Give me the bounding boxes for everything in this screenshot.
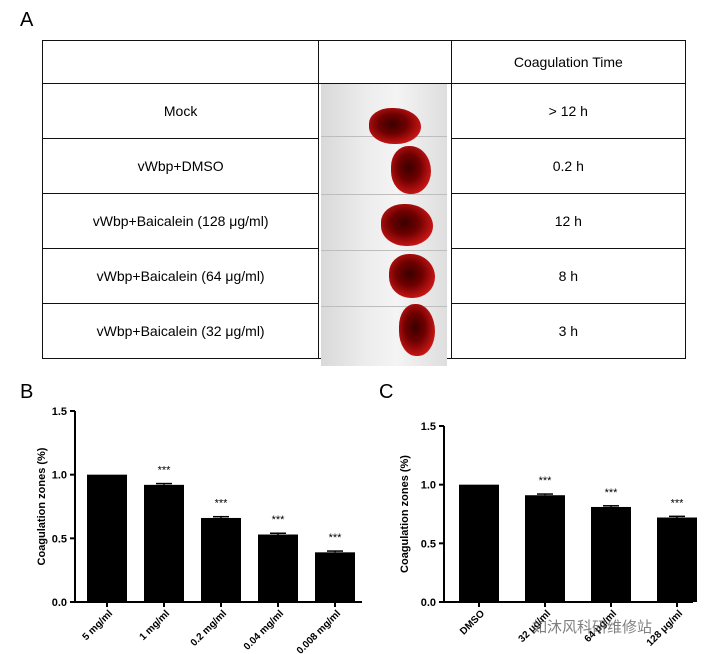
bar [315, 552, 355, 602]
condition-cell: vWbp+Baicalein (128 μg/ml) [41, 193, 320, 249]
y-tick-label: 0.5 [52, 533, 67, 545]
significance-label: *** [158, 465, 172, 477]
panel-c-letter: C [379, 381, 394, 403]
bar [525, 495, 565, 602]
y-tick-label: 1.5 [421, 421, 436, 433]
significance-label: *** [329, 532, 343, 544]
significance-label: *** [605, 487, 619, 499]
significance-label: *** [671, 497, 685, 509]
y-axis-label: Coagulation zones (%) [399, 455, 411, 573]
blood-clot-32 [399, 304, 435, 356]
blood-clot-64 [389, 254, 435, 298]
bar [201, 517, 241, 602]
tube-edge [321, 306, 447, 307]
table-header-row: Coagulation Time [41, 40, 687, 84]
chart-panel-c: 0.0 0.5 1.0 1.5 Coagulation zones (%) DMSO ***… [399, 421, 697, 649]
header-time-cell: Coagulation Time [450, 40, 687, 84]
bar [87, 474, 127, 602]
time-cell: 3 h [450, 303, 687, 359]
bar [591, 506, 631, 602]
significance-label: *** [272, 514, 286, 526]
significance-label: *** [539, 475, 553, 487]
x-tick-label: 0.008 mg/ml [295, 608, 343, 654]
bar [258, 534, 298, 602]
condition-cell: vWbp+DMSO [41, 138, 320, 194]
table-row: vWbp+Baicalein (32 μg/ml) 3 h [41, 303, 687, 359]
blood-tube-photo [321, 84, 447, 366]
time-cell: 8 h [450, 248, 687, 304]
x-tick-label: 5 mg/ml [81, 608, 116, 643]
y-tick-label: 1.0 [52, 470, 67, 482]
time-cell: > 12 h [450, 83, 687, 139]
y-tick-label: 1.0 [421, 480, 436, 492]
header-condition-cell [41, 40, 320, 84]
header-image-cell [318, 40, 452, 84]
bar [657, 517, 697, 602]
condition-cell: vWbp+Baicalein (32 μg/ml) [41, 303, 320, 359]
time-cell: 0.2 h [450, 138, 687, 194]
blood-clot-mock [369, 108, 421, 144]
bar [144, 484, 184, 602]
panel-a-letter: A [20, 9, 34, 31]
x-tick-label: 0.2 mg/ml [189, 608, 230, 649]
significance-label: *** [215, 498, 229, 510]
y-tick-label: 0.0 [421, 597, 436, 609]
watermark-text: 如沐风科研维修站 [532, 619, 653, 636]
condition-cell: vWbp+Baicalein (64 μg/ml) [41, 248, 320, 304]
tube-edge [321, 250, 447, 251]
y-tick-label: 0.5 [421, 538, 436, 550]
y-tick-label: 0.0 [52, 597, 67, 609]
table-row: vWbp+Baicalein (128 μg/ml) 12 h [41, 193, 687, 249]
x-tick-label: 1 mg/ml [138, 608, 173, 643]
chart-panel-b: 0.0 0.5 1.0 1.5 Coagulation zones (%) 5 mg/ml… [36, 406, 362, 654]
x-tick-label: 0.04 mg/ml [242, 608, 286, 652]
time-cell: 12 h [450, 193, 687, 249]
y-tick-label: 1.5 [52, 406, 67, 418]
condition-cell: Mock [41, 83, 320, 139]
panel-b-letter: B [20, 381, 34, 403]
bar [459, 484, 499, 602]
blood-clot-128 [381, 204, 433, 246]
blood-clot-dmso [391, 146, 431, 194]
table-row: vWbp+Baicalein (64 μg/ml) 8 h [41, 248, 687, 304]
y-axis-label: Coagulation zones (%) [36, 447, 48, 565]
table-row: vWbp+DMSO 0.2 h [41, 138, 687, 194]
tube-edge [321, 194, 447, 195]
x-tick-label: DMSO [458, 608, 487, 637]
